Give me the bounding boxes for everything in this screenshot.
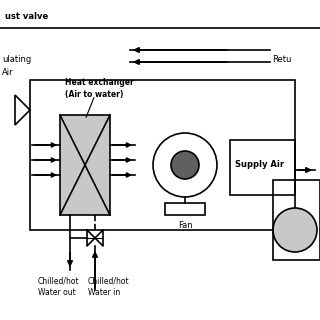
Text: ust valve: ust valve (5, 12, 48, 21)
Text: Fan: Fan (178, 221, 192, 230)
Bar (30, 80, 295, 230)
Bar (230, 140, 295, 195)
Bar (60, 115, 110, 215)
Text: Retu: Retu (272, 55, 292, 64)
Text: Air: Air (2, 68, 14, 77)
Circle shape (171, 151, 199, 179)
Text: ulating: ulating (2, 55, 31, 64)
Text: Chilled/hot
Water in: Chilled/hot Water in (88, 276, 130, 297)
Circle shape (273, 208, 317, 252)
Text: Heat exchanger
(Air to water): Heat exchanger (Air to water) (65, 78, 134, 99)
Text: Supply Air: Supply Air (235, 160, 284, 169)
Text: Chilled/hot
Water out: Chilled/hot Water out (38, 276, 80, 297)
Bar (273, 180, 320, 260)
Bar (165, 203, 205, 215)
